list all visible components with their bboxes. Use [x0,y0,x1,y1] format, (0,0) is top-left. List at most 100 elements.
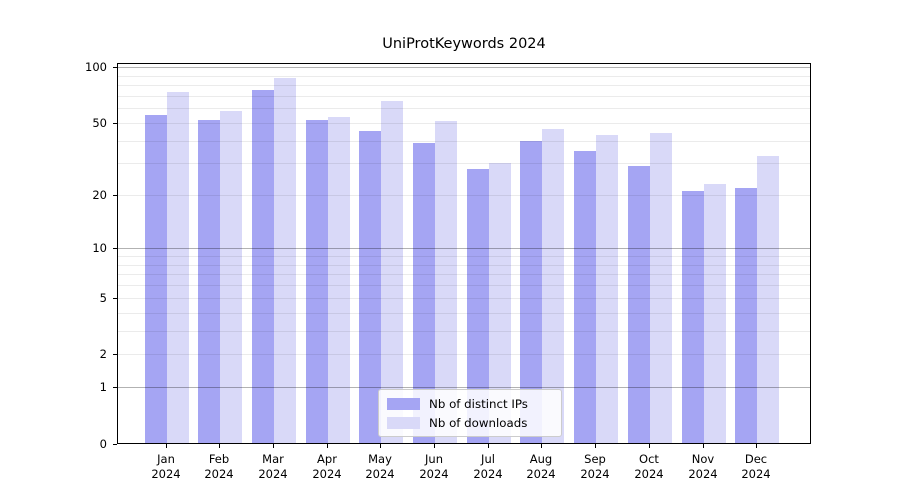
minor-gridline-5 [118,298,810,299]
bar-jul-downloads [488,163,511,443]
x-tick-mar [273,444,274,448]
y-tick-label-0: 0 [99,437,107,451]
y-tick-label-100: 100 [85,60,107,74]
x-tick-label-year: 2024 [151,467,181,481]
x-tick-label-year: 2024 [312,467,342,481]
minor-gridline-7 [118,274,810,275]
x-tick-label-may: May 2024 [353,452,407,482]
y-tick-5 [113,298,117,299]
x-tick-label-month: Jul [481,452,495,466]
x-tick-label-year: 2024 [634,467,664,481]
y-tick-label-5: 5 [99,291,107,305]
bar-sep-downloads [596,135,619,443]
x-tick-label-year: 2024 [473,467,503,481]
x-tick-label-sep: Sep 2024 [568,452,622,482]
legend-swatch-distinct-ips [387,397,420,410]
legend-item-downloads: Nb of downloads [387,415,553,430]
chart-title: UniProtKeywords 2024 [382,36,546,52]
bar-sep-distinct-ips [574,151,597,443]
y-tick-0 [113,444,117,445]
y-tick-100 [113,67,117,68]
x-tick-label-year: 2024 [688,467,718,481]
minor-gridline-50 [118,123,810,124]
bar-jun-distinct-ips [413,143,435,443]
legend-swatch-downloads [387,416,420,429]
major-gridline-1 [118,387,810,388]
x-tick-label-year: 2024 [741,467,771,481]
x-tick-label-year: 2024 [526,467,556,481]
bar-may-distinct-ips [359,131,382,443]
bar-jul-distinct-ips [466,169,489,443]
bar-apr-downloads [327,117,350,443]
bar-dec-downloads [757,156,780,443]
x-tick-label-month: Nov [691,452,715,466]
minor-gridline-90 [118,76,810,77]
x-tick-label-month: May [368,452,392,466]
x-tick-aug [541,444,542,448]
minor-gridline-60 [118,108,810,109]
x-tick-label-apr: Apr 2024 [300,452,354,482]
x-tick-label-mar: Mar 2024 [246,452,300,482]
legend-label-downloads: Nb of downloads [429,415,528,430]
x-tick-sep [595,444,596,448]
x-tick-label-month: Apr [317,452,337,466]
y-tick-2 [113,354,117,355]
x-tick-apr [327,444,328,448]
bar-mar-downloads [273,78,296,443]
legend-label-distinct-ips: Nb of distinct IPs [429,396,528,411]
x-tick-label-aug: Aug 2024 [514,452,568,482]
y-tick-label-10: 10 [92,241,107,255]
minor-gridline-2 [118,354,810,355]
minor-gridline-9 [118,256,810,257]
bar-jan-distinct-ips [144,115,167,443]
x-tick-label-month: Aug [529,452,553,466]
x-tick-label-month: Jan [157,452,175,466]
minor-gridline-6 [118,285,810,286]
y-tick-label-50: 50 [92,116,107,130]
x-tick-label-year: 2024 [365,467,395,481]
bar-oct-distinct-ips [627,166,650,443]
minor-gridline-40 [118,141,810,142]
x-tick-label-jul: Jul 2024 [461,452,515,482]
minor-gridline-8 [118,265,810,266]
x-tick-label-feb: Feb 2024 [192,452,246,482]
x-tick-jan [166,444,167,448]
minor-gridline-20 [118,195,810,196]
y-tick-1 [113,387,117,388]
x-tick-label-dec: Dec 2024 [729,452,783,482]
legend-item-distinct-ips: Nb of distinct IPs [387,396,553,411]
x-tick-label-jan: Jan 2024 [139,452,193,482]
x-tick-label-oct: Oct 2024 [622,452,676,482]
x-tick-label-jun: Jun 2024 [407,452,461,482]
bar-may-downloads [381,101,404,443]
legend: Nb of distinct IPs Nb of downloads [378,389,562,437]
x-tick-label-month: Sep [584,452,606,466]
minor-gridline-70 [118,96,810,97]
bar-aug-distinct-ips [520,141,543,443]
bar-mar-distinct-ips [251,90,274,443]
bar-jun-downloads [435,121,457,443]
bar-dec-distinct-ips [735,188,758,443]
bar-oct-downloads [649,133,672,443]
x-tick-feb [219,444,220,448]
plot-area [117,63,811,444]
x-tick-label-month: Jun [425,452,443,466]
x-tick-label-nov: Nov 2024 [676,452,730,482]
x-tick-dec [756,444,757,448]
bar-apr-distinct-ips [305,120,328,443]
x-tick-oct [649,444,650,448]
bar-feb-distinct-ips [198,120,221,443]
y-tick-label-2: 2 [99,347,107,361]
x-tick-jul [488,444,489,448]
minor-gridline-80 [118,85,810,86]
minor-gridline-30 [118,163,810,164]
y-tick-label-20: 20 [92,188,107,202]
x-tick-jun [434,444,435,448]
x-tick-may [380,444,381,448]
y-tick-50 [113,123,117,124]
bar-aug-downloads [542,129,565,443]
x-tick-label-year: 2024 [419,467,449,481]
x-tick-label-year: 2024 [204,467,234,481]
x-tick-nov [703,444,704,448]
